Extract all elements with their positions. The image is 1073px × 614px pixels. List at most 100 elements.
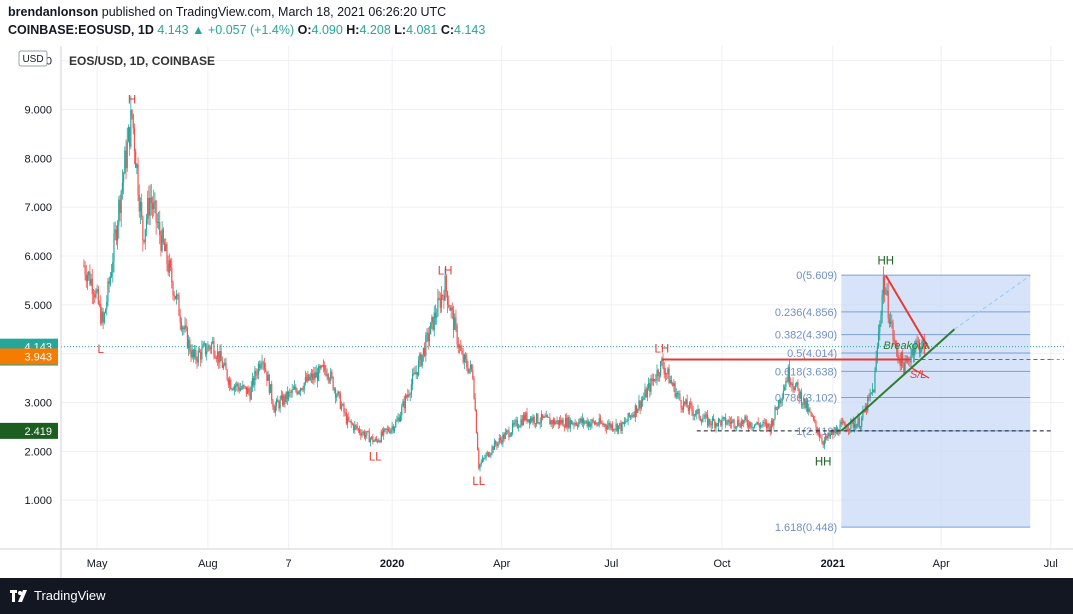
candle-body — [328, 379, 331, 381]
candle-body — [278, 402, 280, 409]
candle-body — [584, 422, 586, 424]
candle-body — [413, 372, 415, 375]
candle-body — [556, 420, 558, 423]
candle-body — [691, 404, 693, 411]
candle-body — [491, 446, 493, 454]
candle-body — [503, 434, 505, 439]
candle-body — [749, 422, 751, 428]
candle-body — [284, 395, 286, 402]
y-tick-label: 5.000 — [24, 300, 52, 312]
candle-body — [372, 436, 374, 442]
candle-body — [439, 298, 441, 308]
candle-body — [345, 412, 347, 424]
candle-body — [195, 349, 197, 360]
open-value: 4.090 — [311, 23, 343, 37]
candle-body — [615, 423, 617, 429]
candle-body — [316, 372, 319, 381]
candle-body — [824, 435, 827, 441]
candle-body — [561, 419, 563, 424]
candle-body — [521, 419, 523, 425]
candle-body — [355, 424, 357, 426]
y-tick-label: 7.000 — [24, 202, 52, 214]
candle-body — [609, 422, 611, 428]
candle-body — [268, 374, 270, 393]
candle-body — [448, 304, 450, 307]
candle-body — [886, 290, 888, 294]
candle-body — [852, 420, 854, 428]
candle-body — [468, 368, 470, 373]
candle-body — [810, 411, 812, 416]
candle-body — [232, 388, 234, 390]
candle-body — [418, 360, 420, 375]
trend-line — [840, 328, 956, 432]
candle-body — [645, 389, 647, 398]
candle-body — [654, 378, 656, 381]
candle-body — [156, 221, 158, 223]
candle-body — [504, 432, 506, 439]
candle-body — [138, 195, 140, 212]
candle-body — [445, 275, 447, 292]
chart-annotation: L — [98, 344, 105, 356]
publisher-name[interactable]: brendanlonson — [8, 5, 99, 19]
candle-body — [657, 369, 659, 376]
candle-body — [237, 383, 239, 388]
candle-body — [539, 422, 541, 424]
candle-body — [769, 426, 771, 432]
candle-body — [402, 401, 404, 407]
candle-body — [588, 422, 591, 427]
candle-body — [840, 421, 842, 425]
candle-body — [91, 278, 93, 294]
candle-body — [764, 422, 766, 424]
candle-body — [383, 428, 385, 436]
candle-body — [620, 423, 622, 431]
candle-body — [188, 339, 190, 349]
candle-body — [166, 244, 168, 264]
candle-body — [923, 338, 925, 354]
candle-body — [379, 440, 381, 442]
candle-body — [322, 365, 325, 367]
candle-body — [189, 339, 191, 352]
candle-body — [847, 429, 850, 431]
price-label-box — [0, 422, 58, 439]
fibonacci-retracement[interactable]: 0(5.609) 0.236(4.856) 0.382(4.390) 0.5(4.01… — [775, 270, 1031, 534]
candle-body — [433, 312, 435, 331]
candle-body — [411, 374, 414, 385]
candle-body — [283, 395, 285, 405]
candle-body — [834, 429, 836, 433]
chart-drawings[interactable] — [61, 275, 1064, 432]
candle-body — [238, 387, 240, 391]
candle-body — [410, 384, 412, 395]
candle-body — [281, 395, 284, 405]
candle-body — [909, 361, 911, 363]
candle-body — [879, 324, 881, 333]
candle-body — [313, 372, 315, 380]
candle-body — [727, 420, 729, 424]
candle-body — [513, 423, 515, 425]
candle-body — [209, 347, 211, 350]
candle-body — [490, 453, 492, 456]
candle-body — [802, 404, 804, 406]
candle-body — [650, 378, 652, 392]
candle-body — [811, 415, 813, 417]
tradingview-brand[interactable]: TradingView — [34, 588, 106, 603]
candle-body — [171, 267, 173, 283]
candle-body — [244, 386, 246, 388]
candle-body — [821, 437, 823, 442]
price-chart[interactable]: 0(5.609) 0.236(4.856) 0.382(4.390) 0.5(4.01… — [0, 40, 1073, 578]
candle-body — [334, 388, 337, 398]
candle-body — [714, 420, 716, 428]
candle-body — [285, 391, 287, 402]
candle-body — [89, 271, 91, 285]
candle-body — [142, 216, 144, 241]
candle-body — [450, 307, 452, 311]
candle-body — [652, 378, 655, 382]
candle-body — [632, 414, 634, 417]
tradingview-logo-icon[interactable] — [10, 590, 30, 602]
candle-body — [384, 428, 386, 430]
candle-body — [84, 266, 86, 275]
candle-body — [399, 415, 402, 422]
candle-body — [558, 419, 561, 425]
candle-body — [221, 360, 223, 368]
candle-body — [368, 431, 370, 443]
candle-body — [177, 294, 179, 297]
